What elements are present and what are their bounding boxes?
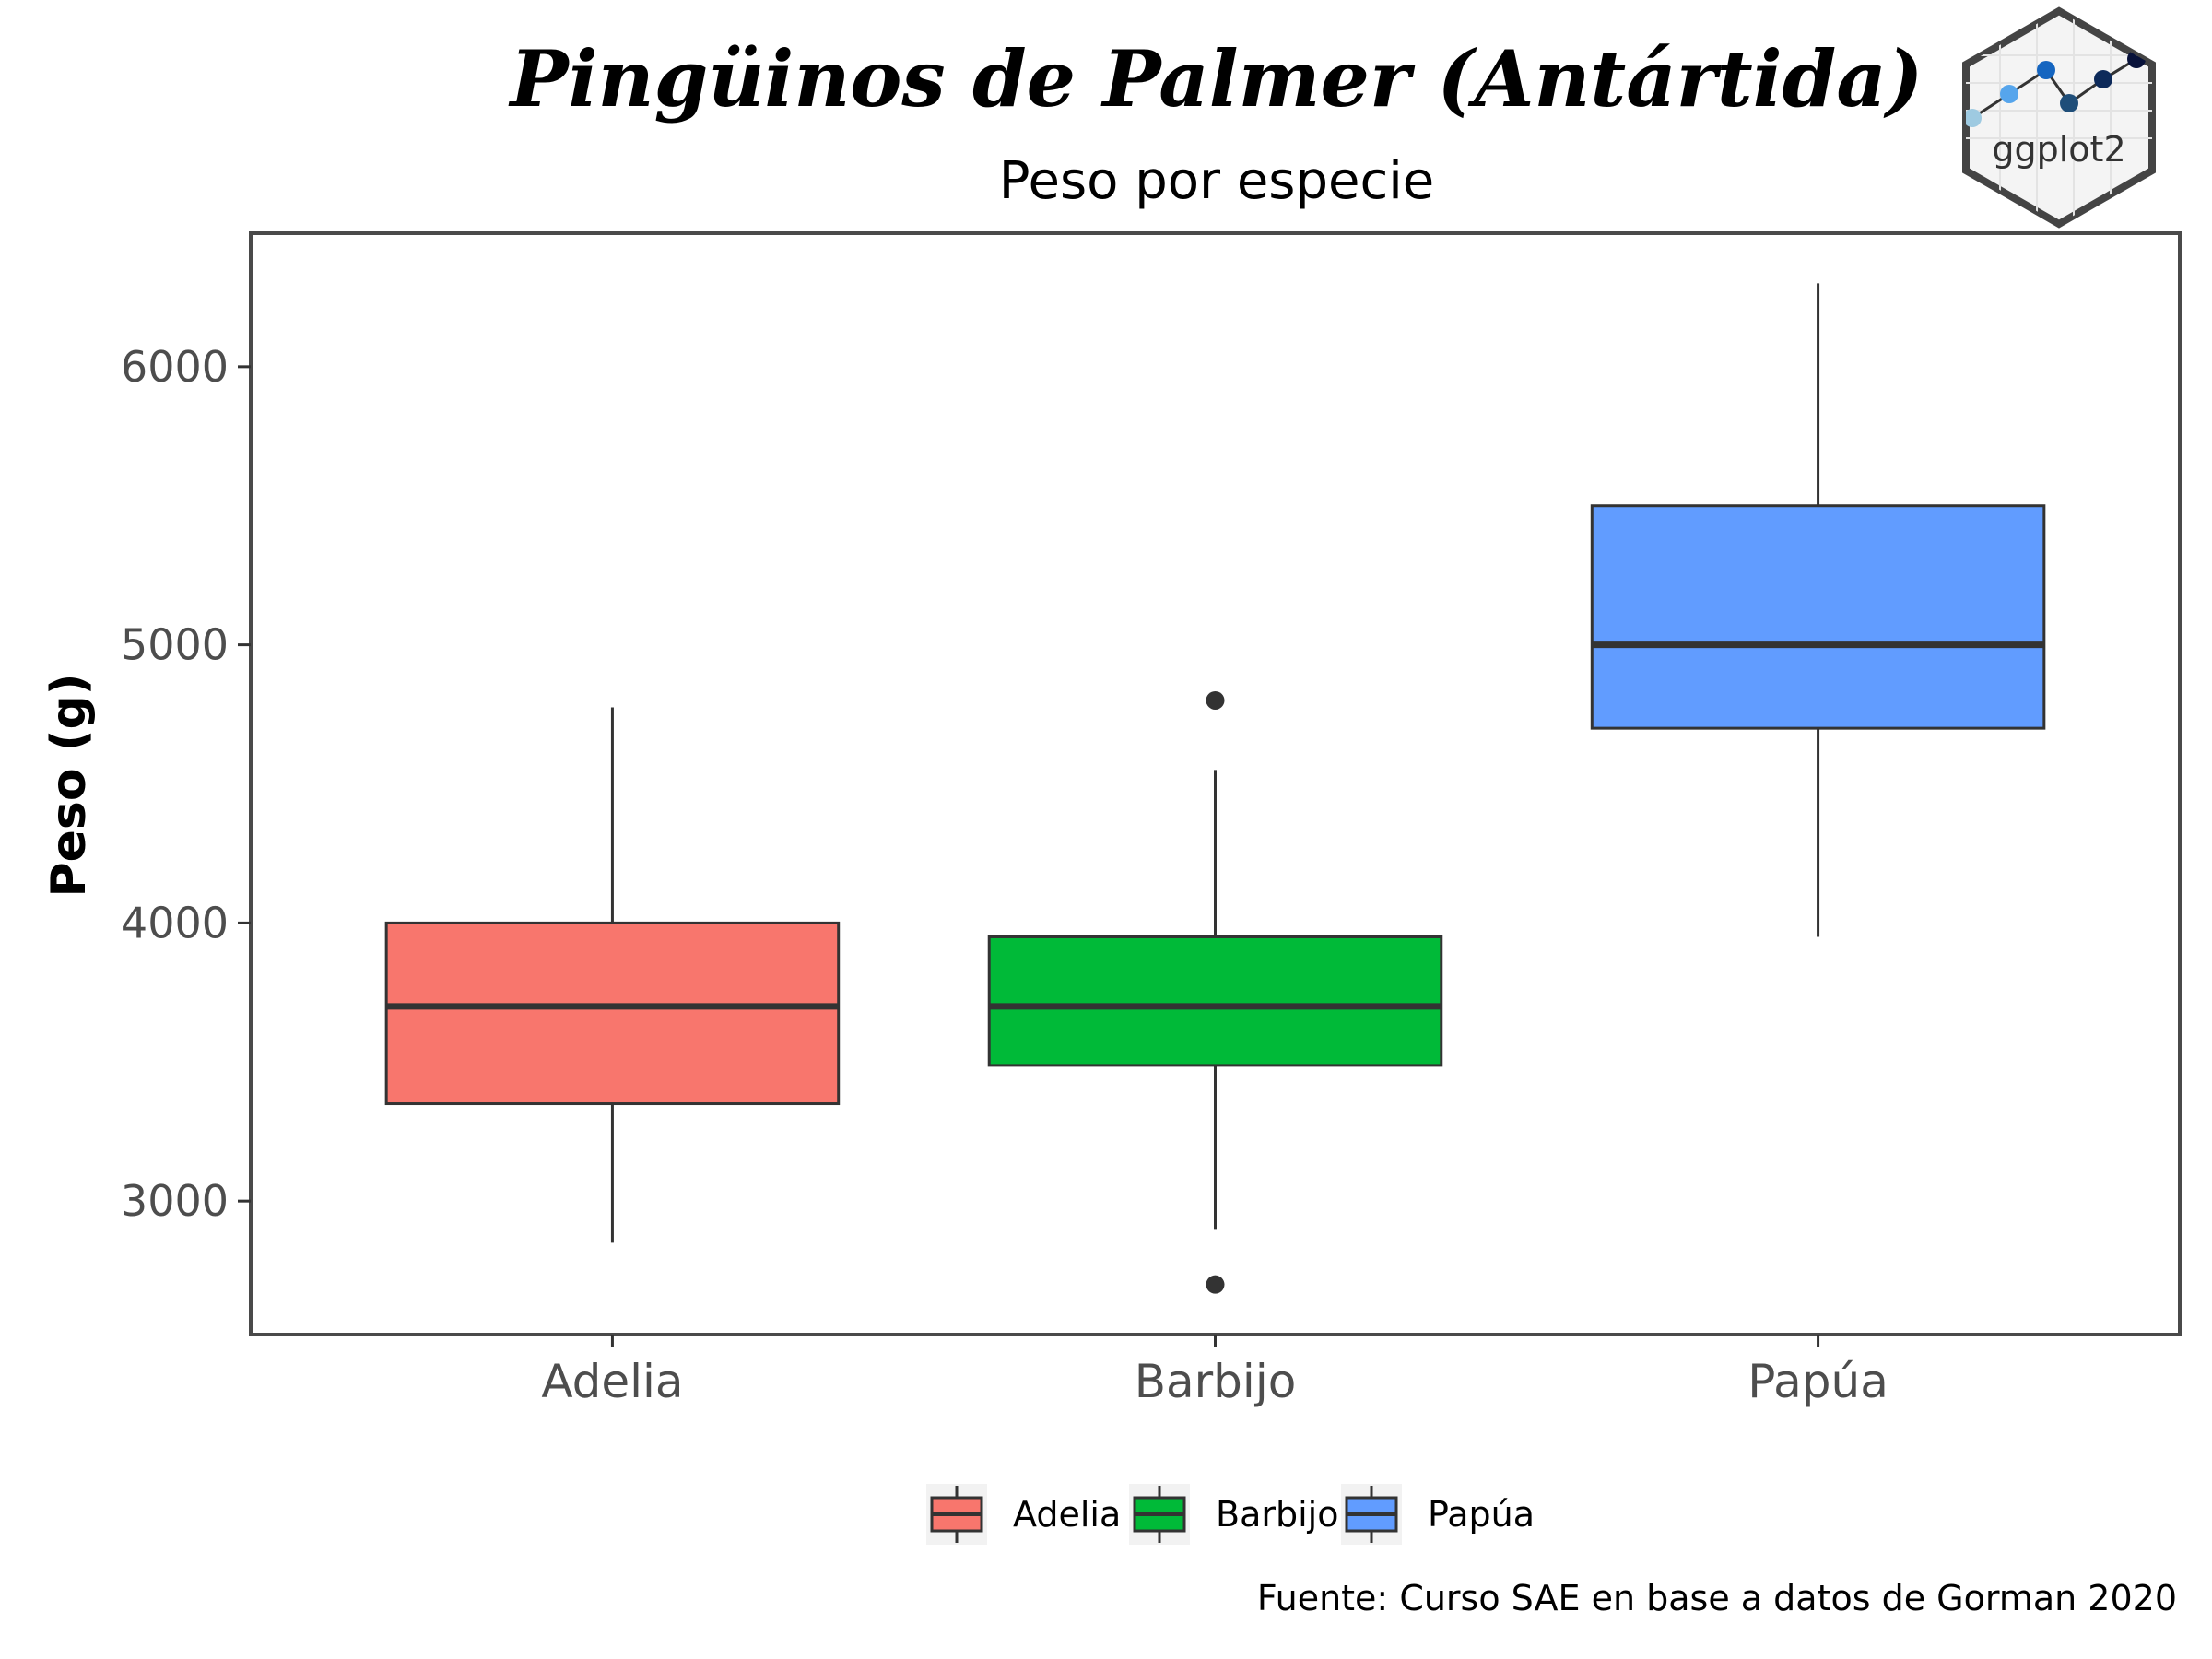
logo-text: ggplot2 [1992, 129, 2125, 170]
outlier-point [1206, 690, 1225, 710]
boxplot-adelia [384, 707, 841, 1243]
legend-label: Barbijo [1216, 1494, 1338, 1535]
outlier-point [1206, 1275, 1225, 1294]
y-tick-label: 5000 [121, 620, 229, 670]
boxplots [384, 283, 2046, 1294]
boxplot-barbijo [987, 690, 1443, 1294]
legend: Adelia Barbijo Papúa [926, 1484, 1535, 1545]
chart-title: Pingüinos de Palmer (Antártida) [508, 33, 1923, 124]
y-tick-label: 3000 [121, 1176, 229, 1226]
chart-subtitle: Peso por especie [999, 151, 1435, 211]
y-tick-label: 4000 [121, 898, 229, 947]
box-iqr [1590, 504, 2046, 730]
caption: Fuente: Curso SAE en base a datos de Gor… [1257, 1578, 2177, 1618]
y-tick-label: 6000 [121, 342, 229, 392]
x-axis: Adelia Barbijo Papúa [541, 1335, 1888, 1408]
x-tick-label: Barbijo [1135, 1355, 1297, 1408]
legend-label: Papúa [1428, 1494, 1535, 1535]
boxplot-papúa [1590, 283, 2046, 937]
ggplot2-hex-logo: ggplot2 [1962, 6, 2156, 229]
x-tick-label: Adelia [541, 1355, 683, 1408]
legend-label: Adelia [1013, 1494, 1121, 1535]
legend-item-papúa: Papúa [1341, 1484, 1535, 1545]
box-iqr [384, 921, 841, 1106]
legend-item-adelia: Adelia [926, 1484, 1121, 1545]
legend-item-barbijo: Barbijo [1129, 1484, 1338, 1545]
y-axis-label: Peso (g) [41, 674, 97, 898]
y-axis: 3000 4000 5000 6000 [121, 342, 251, 1226]
x-tick-label: Papúa [1747, 1355, 1888, 1408]
box-iqr [987, 935, 1443, 1067]
